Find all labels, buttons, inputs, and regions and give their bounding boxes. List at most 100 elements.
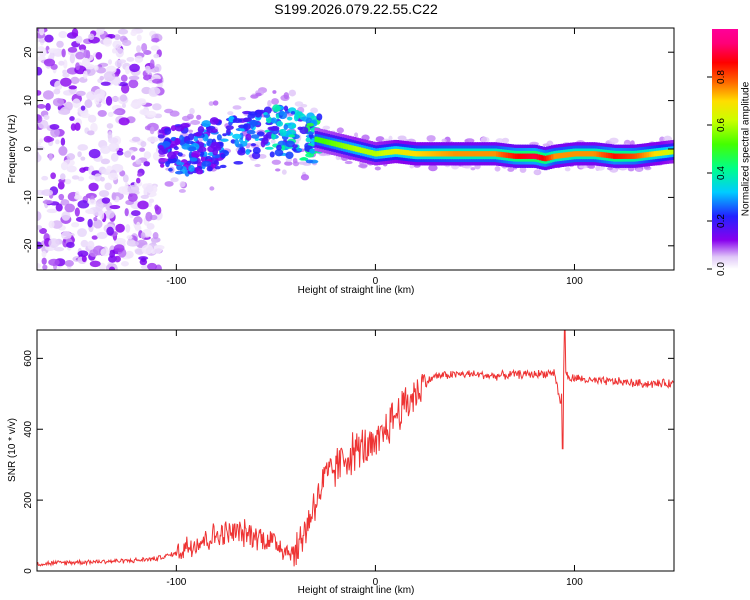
spectrogram-cell bbox=[103, 71, 116, 82]
spectrogram-cell bbox=[632, 153, 636, 159]
spectrogram-cell bbox=[462, 151, 467, 157]
spectrogram-cell bbox=[534, 153, 538, 160]
spectrogram-cell bbox=[125, 223, 131, 233]
spectrogram-cell bbox=[371, 150, 376, 156]
spectrogram-cell bbox=[151, 237, 157, 245]
spectrogram-cell bbox=[141, 257, 147, 263]
snr-ytick-label: 400 bbox=[23, 420, 34, 437]
spectrogram-cell bbox=[352, 145, 357, 152]
spectrogram-cell bbox=[358, 164, 368, 168]
snr-panel: -100 0 100 0 200 400 600 Height of straight li… bbox=[7, 329, 675, 596]
spectrogram-cell bbox=[64, 203, 75, 213]
spectrogram-cell bbox=[58, 108, 71, 115]
spectrogram-cell bbox=[188, 129, 194, 133]
spectrogram-cell bbox=[75, 51, 85, 60]
spectrogram-cell bbox=[175, 170, 184, 175]
spectrogram-cell bbox=[69, 53, 76, 64]
spectrogram-cell bbox=[206, 166, 213, 172]
spectrogram-cell bbox=[515, 153, 519, 159]
spectrogram-cell bbox=[58, 60, 65, 66]
spectrogram-cell bbox=[55, 139, 60, 145]
spectrogram-cell bbox=[335, 141, 340, 148]
spectrogram-cell bbox=[196, 146, 207, 154]
spectrogram-cell bbox=[578, 164, 588, 169]
spectrogram-cell bbox=[82, 57, 91, 67]
spectrogram-cell bbox=[503, 152, 507, 158]
spectrogram-cell bbox=[60, 199, 70, 206]
spectrogram-cell bbox=[136, 221, 141, 231]
spectrogram-cell bbox=[147, 262, 158, 270]
spectrogram-cell bbox=[60, 137, 66, 146]
spectrogram-cell bbox=[75, 62, 80, 71]
spectrogram-cell bbox=[343, 143, 347, 149]
spectrogram-cell bbox=[309, 148, 316, 154]
spectrogram-cell bbox=[74, 122, 81, 131]
spectrogram-cell bbox=[107, 111, 114, 118]
spectrogram-cell bbox=[617, 153, 622, 159]
spectrogram-cell bbox=[582, 151, 586, 157]
spectrogram-cell bbox=[200, 151, 205, 156]
spectrogram-cell bbox=[97, 109, 107, 117]
spectrogram-cell bbox=[436, 151, 440, 157]
spectrogram-cell bbox=[93, 173, 103, 182]
spectrogram-cell bbox=[71, 28, 79, 38]
spectrogram-cell bbox=[41, 189, 53, 196]
spectrogram-cell bbox=[63, 159, 75, 167]
spectrogram-cell bbox=[41, 250, 47, 258]
spectrogram-ytick-label: 10 bbox=[23, 95, 34, 107]
spectrogram-cell bbox=[149, 126, 155, 135]
spectrogram-cell bbox=[210, 128, 218, 134]
spectrogram-cell bbox=[340, 143, 345, 149]
spectrogram-cell bbox=[151, 37, 160, 43]
spectrogram-cell bbox=[607, 166, 613, 171]
spectrogram-cell bbox=[145, 68, 153, 74]
spectrogram-cell bbox=[111, 48, 117, 54]
spectrogram-cell bbox=[46, 137, 55, 142]
spectrogram-cell bbox=[150, 45, 160, 51]
colorbar-tick-label: 0.2 bbox=[716, 214, 727, 228]
spectrogram-cell bbox=[164, 181, 174, 187]
spectrogram-cell bbox=[57, 181, 65, 190]
spectrogram-cell bbox=[541, 155, 546, 161]
colorbar: 0.0 0.2 0.4 0.6 0.8 Normalized spectral ampl… bbox=[707, 29, 750, 276]
spectrogram-cell bbox=[441, 138, 447, 143]
spectrogram-cell bbox=[74, 191, 80, 199]
spectrogram-cell bbox=[246, 142, 253, 147]
spectrogram-cell bbox=[601, 152, 605, 158]
snr-xtick-label: 0 bbox=[373, 577, 379, 588]
spectrogram-cell bbox=[131, 155, 136, 161]
spectrogram-cell bbox=[369, 150, 374, 156]
spectrogram-cell bbox=[276, 144, 282, 151]
spectrogram-cell bbox=[115, 223, 125, 233]
spectrogram-cell bbox=[272, 90, 277, 94]
spectrogram-cell bbox=[127, 192, 138, 202]
spectrogram-cell bbox=[47, 48, 60, 54]
spectrogram-cell bbox=[220, 138, 229, 142]
spectrogram-cell bbox=[133, 216, 143, 226]
spectrogram-cell bbox=[587, 164, 595, 169]
spectrogram-cell bbox=[74, 207, 80, 217]
spectrogram-cell bbox=[93, 217, 98, 222]
spectrogram-cell bbox=[130, 30, 137, 37]
spectrogram-cell bbox=[111, 192, 117, 201]
spectrogram-cell bbox=[220, 153, 226, 159]
spectrogram-cell bbox=[87, 199, 98, 205]
spectrogram-cell bbox=[553, 153, 557, 159]
spectrogram-cell bbox=[388, 149, 393, 155]
spectrogram-cell bbox=[493, 151, 498, 157]
spectrogram-ytick-label: -20 bbox=[23, 238, 34, 253]
snr-ytick-label: 200 bbox=[23, 491, 34, 508]
spectrogram-cell bbox=[274, 149, 284, 157]
spectrogram-cell bbox=[111, 96, 120, 102]
spectrogram-cell bbox=[469, 151, 474, 157]
spectrogram-cell bbox=[84, 99, 93, 109]
spectrogram-cell bbox=[668, 149, 672, 155]
spectrogram-cell bbox=[536, 154, 541, 160]
spectrogram-ytick-label: 0 bbox=[23, 146, 34, 152]
spectrogram-cell bbox=[95, 51, 103, 60]
spectrogram-cell bbox=[570, 151, 574, 157]
spectrogram-cell bbox=[290, 110, 296, 115]
spectrogram-cell bbox=[414, 151, 419, 157]
spectrogram-cell bbox=[136, 34, 142, 42]
spectrogram-cell bbox=[61, 48, 66, 58]
